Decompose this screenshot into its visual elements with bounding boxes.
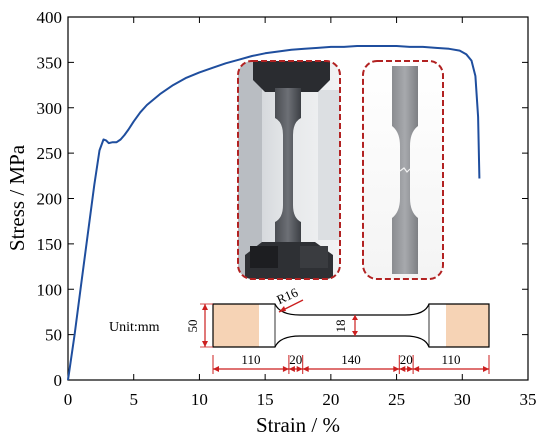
specimen-drawing: 50 18 R16 Unit:mm 110 20 140 20 110 [109,284,490,374]
dimension-arrowhead [213,366,219,372]
y-tick-label: 200 [37,190,63,209]
right-grip-section [446,304,489,347]
dimension-arrowhead [296,366,303,372]
length-dimension-label: 110 [241,352,260,367]
x-tick-label: 25 [388,390,405,409]
x-tick-labels: 0 5 10 15 20 25 30 35 [64,390,537,409]
length-dimension-labels: 110 20 140 20 110 [241,352,460,367]
y-axis-label: Stress / MPa [5,144,29,251]
dimension-arrowhead [282,366,289,372]
thickness-dimension-label: 18 [333,320,348,333]
y-tick-label: 250 [37,144,63,163]
x-tick-label: 5 [129,390,138,409]
x-tick-label: 10 [191,390,208,409]
y-tick-label: 100 [37,280,63,299]
length-dimension-label: 110 [442,352,461,367]
length-dimension-ticks [212,355,490,374]
x-tick-label: 30 [454,390,471,409]
specimen-photo-fractured [362,60,444,280]
y-tick-labels: 0 50 100 150 200 250 300 350 400 [37,8,63,390]
x-tick-label: 0 [64,390,73,409]
x-tick-label: 35 [520,390,537,409]
dimension-arrowhead [407,366,414,372]
dimension-arrowhead [288,366,295,372]
dimension-arrowhead [483,366,489,372]
y-tick-label: 300 [37,99,63,118]
y-tick-label: 400 [37,8,63,27]
y-tick-label: 0 [54,371,63,390]
unit-label: Unit:mm [109,320,160,335]
x-tick-label: 15 [257,390,274,409]
left-grip-section [213,304,259,347]
length-dimension-label: 140 [341,352,361,367]
x-axis-label: Strain / % [256,413,340,437]
specimen-photo-in-grips [237,60,341,280]
dimension-arrowhead [413,366,420,372]
length-dimension-label: 20 [400,352,413,367]
dimension-arrowhead [399,366,406,372]
x-tick-label: 20 [322,390,339,409]
width-dimension-label: 50 [185,320,200,333]
length-dimension-label: 20 [289,352,302,367]
dimension-arrowhead [302,366,309,372]
specimen-outline [212,303,490,348]
y-tick-label: 350 [37,53,63,72]
stress-strain-curve [67,45,481,381]
y-tick-label: 50 [45,326,62,345]
dimension-arrowhead [393,366,400,372]
y-tick-label: 150 [37,235,63,254]
